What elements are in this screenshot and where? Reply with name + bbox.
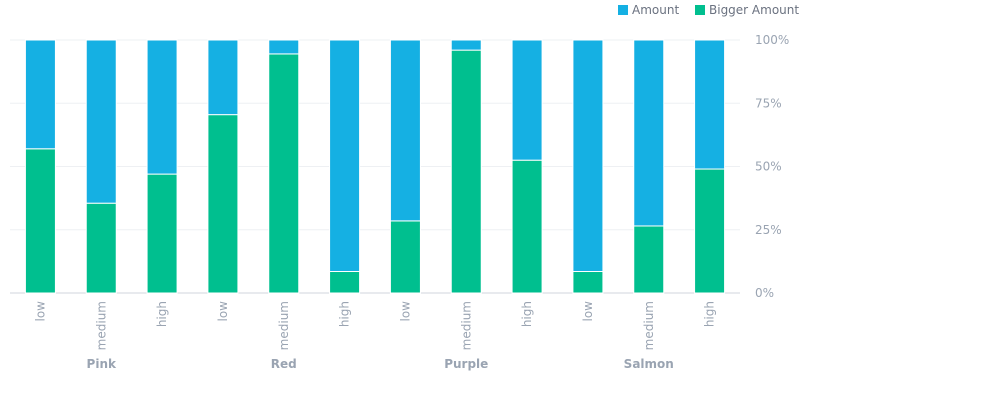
y-tick-label: 75%: [755, 96, 782, 110]
y-tick-label: 25%: [755, 223, 782, 237]
legend-item-bigger-amount[interactable]: Bigger Amount: [695, 3, 799, 17]
legend-item-amount[interactable]: Amount: [618, 3, 679, 17]
x-tick-label: low: [398, 301, 412, 322]
group-label: Salmon: [624, 357, 674, 371]
bars: [24, 39, 726, 294]
x-tick-label: high: [703, 301, 717, 327]
bar-amount-2[interactable]: [146, 39, 178, 175]
group-label: Red: [271, 357, 297, 371]
bar-bigger-amount-6[interactable]: [389, 220, 421, 294]
bar-bigger-amount-5[interactable]: [329, 270, 361, 294]
bar-amount-3[interactable]: [207, 39, 239, 116]
x-tick-label: low: [216, 301, 230, 322]
y-tick-label: 0%: [755, 286, 774, 300]
bar-amount-4[interactable]: [268, 39, 300, 55]
gridlines: [10, 39, 740, 294]
bar-bigger-amount-2[interactable]: [146, 173, 178, 294]
bar-amount-10[interactable]: [633, 39, 665, 227]
bar-bigger-amount-4[interactable]: [268, 53, 300, 294]
legend-swatch: [695, 5, 705, 15]
bar-bigger-amount-9[interactable]: [572, 270, 604, 294]
bar-bigger-amount-7[interactable]: [450, 49, 482, 294]
bar-bigger-amount-3[interactable]: [207, 114, 239, 294]
group-label: Pink: [87, 357, 117, 371]
x-tick-label: high: [155, 301, 169, 327]
legend-label: Amount: [632, 3, 679, 17]
x-axis-labels: low medium high low medium high low medium high l…: [33, 301, 716, 351]
bar-bigger-amount-8[interactable]: [511, 159, 543, 294]
legend: Amount Bigger Amount: [618, 3, 799, 17]
bar-amount-0[interactable]: [24, 39, 56, 150]
bar-amount-5[interactable]: [329, 39, 361, 272]
bar-amount-9[interactable]: [572, 39, 604, 272]
group-labels: Pink Red Purple Salmon: [87, 357, 674, 371]
x-tick-label: high: [520, 301, 534, 327]
bar-bigger-amount-10[interactable]: [633, 225, 665, 294]
x-tick-label: high: [338, 301, 352, 327]
x-tick-label: medium: [277, 301, 291, 350]
bar-bigger-amount-11[interactable]: [694, 168, 726, 294]
bar-amount-7[interactable]: [450, 39, 482, 51]
x-tick-label: medium: [642, 301, 656, 350]
legend-label: Bigger Amount: [709, 3, 799, 17]
y-axis-ticks: 0% 25% 50% 75% 100%: [755, 33, 789, 300]
x-tick-label: medium: [94, 301, 108, 350]
group-label: Purple: [444, 357, 488, 371]
y-tick-label: 100%: [755, 33, 789, 47]
x-tick-label: low: [581, 301, 595, 322]
bar-amount-11[interactable]: [694, 39, 726, 170]
bar-amount-8[interactable]: [511, 39, 543, 161]
bar-amount-6[interactable]: [389, 39, 421, 222]
x-tick-label: medium: [459, 301, 473, 350]
y-tick-label: 50%: [755, 160, 782, 174]
bar-amount-1[interactable]: [85, 39, 117, 204]
bar-bigger-amount-0[interactable]: [24, 148, 56, 294]
bar-bigger-amount-1[interactable]: [85, 202, 117, 294]
legend-swatch: [618, 5, 628, 15]
x-tick-label: low: [33, 301, 47, 322]
